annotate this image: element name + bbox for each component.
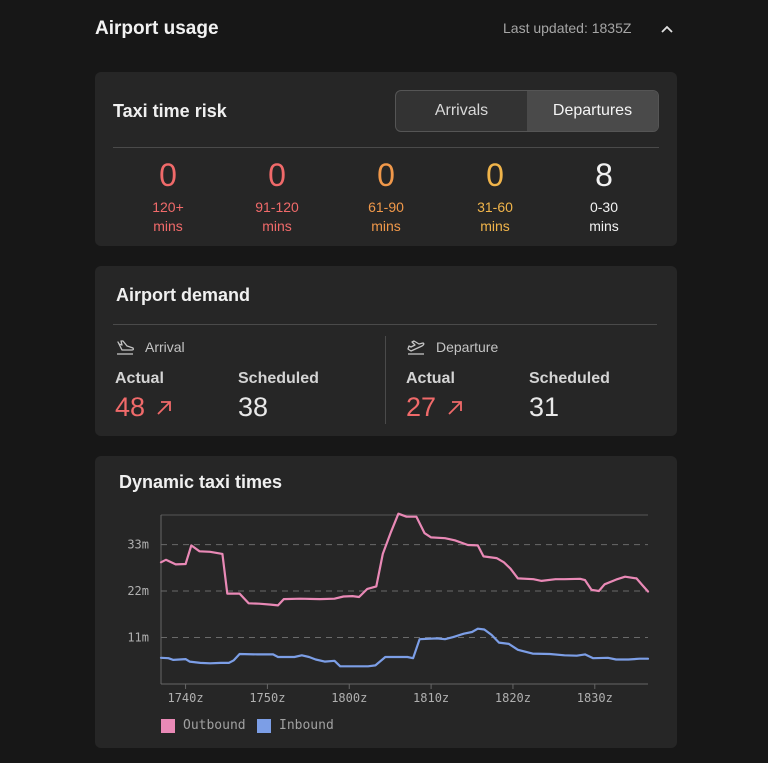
legend-swatch (257, 718, 271, 733)
legend-label: Inbound (279, 718, 334, 733)
departure-actual: 27 (406, 392, 464, 423)
x-tick-label: 1750z (249, 691, 285, 705)
airport-demand-card: Airport demand Arrival Actual Scheduled … (95, 266, 677, 436)
arrival-scheduled-value: 38 (238, 392, 269, 422)
trend-up-icon (448, 400, 462, 415)
trend-up-icon (157, 400, 171, 415)
departure-header: Departure (406, 338, 498, 356)
risk-bucket-unit: mins (480, 218, 510, 234)
chevron-up-icon (661, 25, 673, 33)
risk-bucket-value: 0 (377, 157, 395, 193)
x-tick-label: 1800z (331, 691, 367, 705)
risk-bucket-unit: mins (371, 218, 401, 234)
risk-bucket-0-30: 8 0-30 mins (554, 158, 654, 236)
direction-toggle: Arrivals Departures (395, 90, 659, 132)
taxi-risk-title: Taxi time risk (113, 101, 227, 121)
tab-departures[interactable]: Departures (527, 91, 658, 131)
risk-bucket-value: 8 (595, 157, 613, 193)
arrival-label: Arrival (145, 339, 185, 355)
y-tick-label: 11m (127, 631, 149, 645)
page-title: Airport usage (95, 18, 219, 39)
departure-label: Departure (436, 339, 499, 355)
risk-bucket-range: 31-60 (477, 199, 513, 215)
arrival-header: Arrival (115, 338, 185, 356)
chart-title: Dynamic taxi times (119, 472, 283, 492)
legend-label: Outbound (183, 718, 246, 733)
dynamic-taxi-times-card: Dynamic taxi times 11m 22m 33m 1740z 1750z 18… (95, 456, 677, 748)
x-tick-label: 1740z (167, 691, 203, 705)
arrival-scheduled-label: Scheduled (238, 370, 319, 387)
x-tick-label: 1820z (495, 691, 531, 705)
y-tick-label: 22m (127, 584, 149, 598)
divider (113, 324, 657, 325)
risk-bucket-range: 0-30 (589, 199, 619, 215)
risk-bucket-value: 0 (486, 157, 504, 193)
arrival-actual: 48 (115, 392, 173, 423)
departure-scheduled-value: 31 (529, 392, 560, 422)
risk-bucket-unit: mins (589, 218, 619, 234)
risk-bucket-value: 0 (159, 157, 177, 193)
departure-actual-value: 27 (406, 392, 437, 422)
risk-bucket-range: 91-120 (255, 199, 299, 215)
legend-swatch (161, 718, 175, 733)
risk-bucket-120-plus: 0 120+ mins (118, 158, 218, 236)
plane-landing-icon (117, 340, 134, 355)
risk-bucket-61-90: 0 61-90 mins (336, 158, 436, 236)
tab-arrivals[interactable]: Arrivals (434, 102, 489, 119)
last-updated-label: Last updated: 1835Z (503, 20, 632, 36)
legend-inbound: Inbound (257, 718, 334, 733)
departure-scheduled-label: Scheduled (529, 370, 610, 387)
risk-bucket-unit: mins (262, 218, 292, 234)
taxi-times-chart: 11m 22m 33m 1740z 1750z 1800z 1810z 1820z 1830z (127, 512, 650, 705)
divider (113, 147, 659, 148)
risk-bucket-31-60: 0 31-60 mins (445, 158, 545, 236)
x-tick-label: 1830z (577, 691, 613, 705)
taxi-time-risk-card: Taxi time risk Arrivals Departures 0 120… (95, 72, 677, 246)
risk-bucket-unit: mins (153, 218, 183, 234)
risk-bucket-range: 120+ (152, 199, 184, 215)
arrival-actual-value: 48 (115, 392, 146, 422)
x-tick-label: 1810z (413, 691, 449, 705)
risk-bucket-91-120: 0 91-120 mins (227, 158, 327, 236)
departure-actual-label: Actual (406, 370, 455, 387)
demand-divider (385, 336, 386, 424)
plane-takeoff-icon (407, 340, 425, 355)
arrival-actual-label: Actual (115, 370, 164, 387)
y-tick-label: 33m (127, 538, 149, 552)
risk-bucket-value: 0 (268, 157, 286, 193)
risk-bucket-range: 61-90 (368, 199, 404, 215)
demand-title: Airport demand (116, 285, 251, 305)
series-line-inbound (159, 627, 650, 668)
series-line-outbound (159, 512, 650, 607)
legend-outbound: Outbound (161, 718, 246, 733)
collapse-button[interactable] (656, 18, 678, 40)
